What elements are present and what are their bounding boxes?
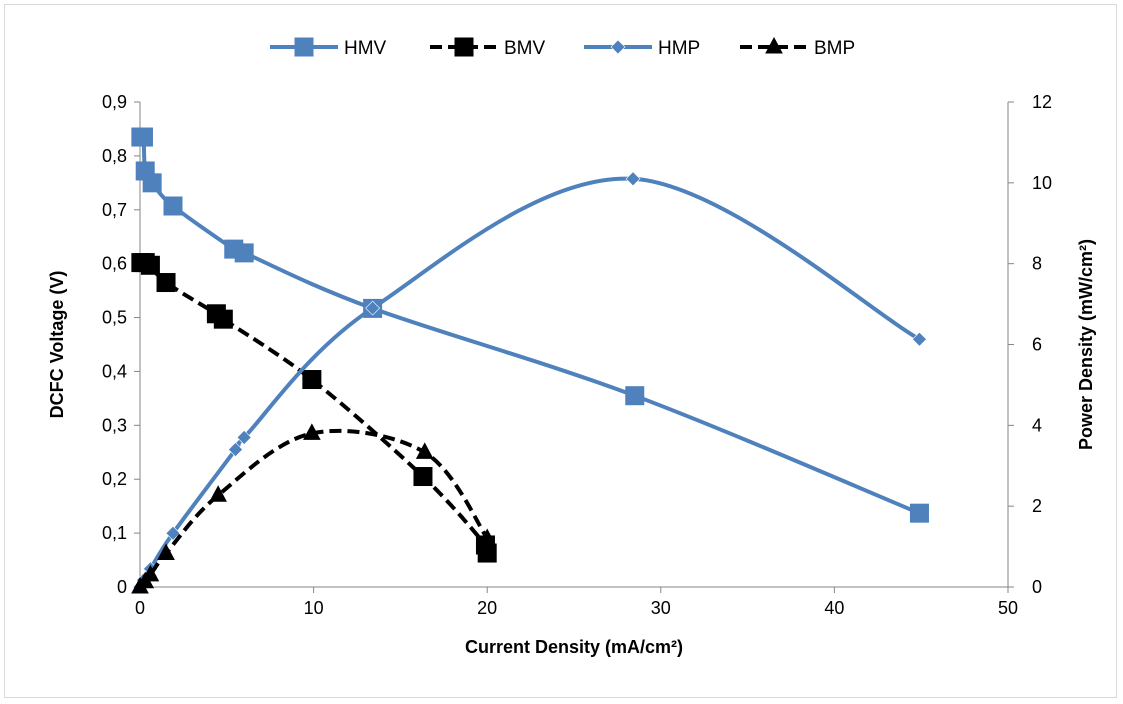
legend-marker-bmp <box>765 36 783 54</box>
y-left-tick-label: 0 <box>117 577 127 597</box>
y-left-tick-label: 0,3 <box>102 415 127 435</box>
y-right-tick-label: 10 <box>1032 173 1052 193</box>
legend-entry-bmp: BMP <box>740 36 855 59</box>
series-line-hmp <box>138 176 921 588</box>
legend-label-hmv: HMV <box>344 38 387 59</box>
data-point-bmp <box>303 423 321 440</box>
data-point-hmp <box>365 300 381 316</box>
x-tick-label: 20 <box>477 598 497 618</box>
data-point-bmp <box>157 543 175 560</box>
y-left-tick-label: 0,9 <box>102 92 127 112</box>
data-point-hmv <box>909 503 929 523</box>
y-left-tick-label: 0,8 <box>102 146 127 166</box>
y-right-tick-label: 4 <box>1032 415 1042 435</box>
data-point-hmv <box>625 386 645 406</box>
data-point-bmp <box>415 442 434 459</box>
series-layer <box>131 127 929 595</box>
legend-marker-bmv <box>454 37 474 57</box>
y-left-tick-label: 0,2 <box>102 469 127 489</box>
data-point-hmv <box>133 127 153 147</box>
legend-marker-hmp <box>610 39 626 55</box>
axes: 0 10 20 30 40 50 0 0,1 0,2 0,3 0,4 0,5 0,6 0,7 0,8 0,9 0… <box>102 92 1052 618</box>
data-point-bmp <box>141 564 160 582</box>
series-line-hmv <box>138 132 921 516</box>
data-point-bmv <box>213 309 233 329</box>
y-right-tick-label: 0 <box>1032 577 1042 597</box>
series-line-bmv <box>140 260 493 556</box>
data-point-bmv <box>156 273 176 293</box>
data-point-bmp <box>478 538 497 556</box>
series-hmv <box>131 127 929 523</box>
data-point-bmp <box>209 485 227 502</box>
legend-marker-hmv <box>294 37 314 57</box>
data-point-hmp <box>236 430 252 445</box>
data-point-hmp <box>228 442 243 458</box>
series-bmp <box>131 423 497 594</box>
x-axis-title: Current Density (mA/cm²) <box>465 637 683 657</box>
y-left-tick-label: 0,1 <box>102 523 127 543</box>
y-left-tick-label: 0,6 <box>102 254 127 274</box>
data-point-hmv <box>142 173 162 193</box>
data-point-bmv <box>302 370 322 390</box>
legend-label-bmv: BMV <box>504 38 546 59</box>
y-right-tick-label: 12 <box>1032 92 1052 112</box>
x-tick-label: 50 <box>998 598 1018 618</box>
y-right-tick-label: 6 <box>1032 335 1042 355</box>
legend-entry-hmp: HMP <box>584 38 700 59</box>
data-point-hmp <box>625 171 641 187</box>
data-point-hmv <box>163 196 183 216</box>
data-point-bmv <box>413 467 433 487</box>
x-tick-label: 10 <box>304 598 324 618</box>
y-right-tick-label: 8 <box>1032 254 1042 274</box>
y-left-tick-label: 0,4 <box>102 361 127 381</box>
legend: HMV BMV HMP BMP <box>270 36 855 59</box>
data-point-hmp <box>165 525 181 541</box>
legend-entry-hmv: HMV <box>270 37 387 59</box>
legend-label-bmp: BMP <box>814 38 855 59</box>
series-hmp <box>132 171 927 595</box>
y-left-tick-label: 0,7 <box>102 200 127 220</box>
y-left-axis-title: DCFC Voltage (V) <box>47 271 67 419</box>
x-tick-label: 0 <box>135 598 145 618</box>
x-tick-label: 30 <box>651 598 671 618</box>
legend-label-hmp: HMP <box>658 38 700 59</box>
y-right-axis-title: Power Density (mW/cm²) <box>1076 239 1096 450</box>
y-left-tick-label: 0,5 <box>102 308 127 328</box>
x-tick-label: 40 <box>824 598 844 618</box>
legend-entry-bmv: BMV <box>430 37 546 59</box>
chart-frame <box>4 4 1117 698</box>
data-point-bmv <box>140 255 160 275</box>
data-point-hmv <box>234 243 254 263</box>
data-point-hmp <box>912 331 927 347</box>
y-right-tick-label: 2 <box>1032 496 1042 516</box>
